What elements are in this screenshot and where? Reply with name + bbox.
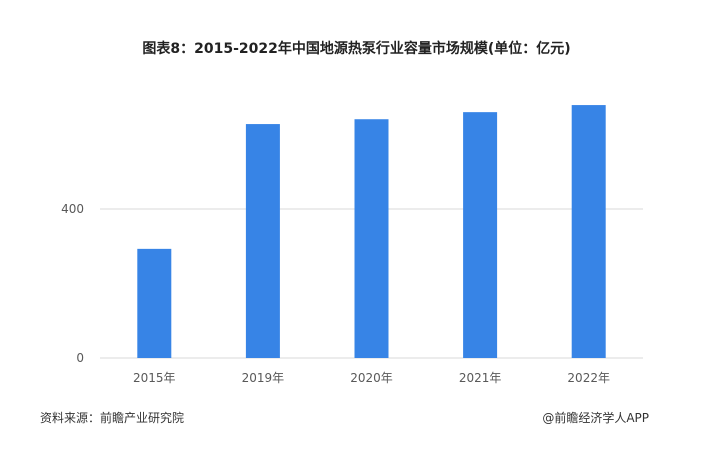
chart-title: 图表8：2015-2022年中国地源热泵行业容量市场规模(单位：亿元) xyxy=(142,41,571,57)
bar xyxy=(137,248,172,358)
x-tick-label: 2019年 xyxy=(242,371,285,385)
y-tick-label: 400 xyxy=(61,202,84,216)
y-tick-label: 0 xyxy=(76,351,84,365)
x-tick-label: 2022年 xyxy=(567,371,610,385)
credit-note: @前瞻经济学人APP xyxy=(542,411,649,425)
bar xyxy=(571,105,606,358)
x-tick-label: 2015年 xyxy=(133,371,176,385)
source-note: 资料来源：前瞻产业研究院 xyxy=(40,411,185,425)
bar xyxy=(354,119,389,358)
x-tick-label: 2020年 xyxy=(350,371,393,385)
bar xyxy=(463,112,498,359)
x-tick-label: 2021年 xyxy=(459,371,502,385)
bar xyxy=(245,124,280,358)
